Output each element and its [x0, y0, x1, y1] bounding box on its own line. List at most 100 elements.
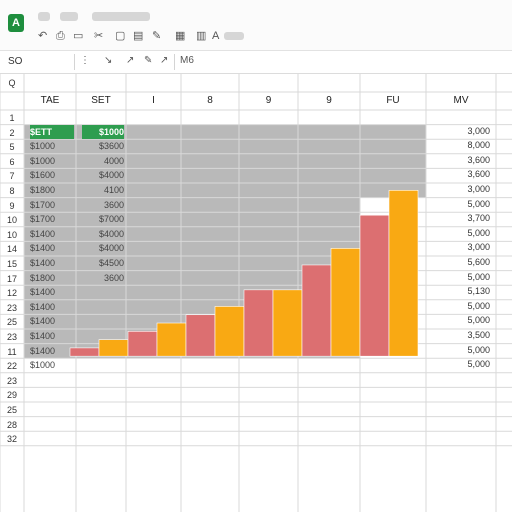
row-header[interactable]: 32: [6, 434, 17, 445]
cell[interactable]: 5,000: [467, 344, 490, 355]
cell[interactable]: $7000: [98, 214, 124, 225]
cell[interactable]: 3,600: [467, 154, 490, 165]
column-header[interactable]: 9: [326, 95, 332, 106]
cell[interactable]: $1700: [30, 214, 56, 225]
cancel-icon[interactable]: ↘: [104, 55, 113, 66]
cell[interactable]: 3,600: [467, 169, 490, 180]
cell[interactable]: 3,000: [467, 184, 490, 194]
column-header[interactable]: 9: [265, 95, 272, 106]
chevron-down-icon[interactable]: ⋮: [80, 55, 90, 66]
cell[interactable]: 5,000: [467, 271, 490, 282]
cell[interactable]: $4500: [98, 258, 124, 268]
cell[interactable]: $1600: [30, 170, 56, 181]
cell[interactable]: 5,000: [467, 198, 490, 209]
cell[interactable]: $1400: [30, 301, 56, 312]
cell[interactable]: 5,600: [467, 257, 490, 267]
cell[interactable]: $1000: [30, 141, 56, 152]
chart-icon[interactable]: ▥: [196, 30, 207, 42]
cell[interactable]: $1400: [30, 345, 56, 356]
cell[interactable]: $4000: [98, 243, 124, 254]
name-box[interactable]: SO: [8, 56, 23, 67]
row-header[interactable]: 6: [9, 156, 15, 167]
row-header[interactable]: 15: [6, 259, 17, 269]
column-header[interactable]: MV: [453, 95, 469, 106]
row-header[interactable]: 25: [6, 405, 17, 415]
row-header[interactable]: 9: [9, 200, 15, 211]
cell[interactable]: $1400: [30, 228, 56, 239]
cell[interactable]: 5,000: [467, 315, 490, 326]
cell[interactable]: 5,000: [467, 300, 490, 311]
cell[interactable]: $ETT: [30, 124, 74, 139]
cell[interactable]: $1000: [30, 155, 56, 166]
column-header[interactable]: FU: [386, 95, 400, 106]
row-header[interactable]: 8: [9, 186, 15, 196]
row-header[interactable]: 10: [6, 229, 17, 240]
column-header[interactable]: SET: [91, 95, 111, 106]
formula-icon[interactable]: ↗: [160, 55, 169, 66]
paste-icon[interactable]: ▤: [133, 30, 144, 42]
cell[interactable]: $4000: [98, 228, 124, 239]
cell[interactable]: 4000: [103, 155, 124, 166]
chart-bar: [243, 289, 274, 357]
row-header[interactable]: 1: [9, 113, 15, 123]
confirm-icon[interactable]: ↗: [126, 55, 135, 66]
row-header[interactable]: 11: [7, 346, 17, 357]
row-header[interactable]: 25: [6, 317, 17, 328]
pencil-icon[interactable]: ✎: [152, 30, 162, 42]
column-header[interactable]: TAE: [40, 95, 60, 106]
cell[interactable]: $1000: [30, 360, 56, 371]
cell[interactable]: $1400: [30, 316, 56, 327]
formula-content[interactable]: M6: [180, 55, 194, 66]
cell[interactable]: $1400: [30, 258, 56, 268]
cell[interactable]: 4100: [103, 185, 124, 195]
cell[interactable]: 3,700: [467, 213, 490, 224]
row-header[interactable]: 2: [9, 127, 15, 138]
row-header[interactable]: 28: [6, 419, 17, 430]
column-header[interactable]: I: [152, 95, 155, 106]
row-header[interactable]: 5: [9, 142, 15, 153]
divider: [174, 54, 175, 70]
cell[interactable]: 5,000: [467, 227, 490, 238]
row-header[interactable]: 22: [6, 361, 17, 372]
cell[interactable]: $1400: [30, 287, 56, 298]
sheets-app-icon[interactable]: A: [8, 14, 24, 32]
row-header[interactable]: 10: [6, 215, 17, 226]
text-icon[interactable]: A: [212, 30, 220, 42]
column-header[interactable]: 8: [207, 95, 213, 106]
cell[interactable]: 3,000: [467, 125, 490, 136]
cell[interactable]: $1800: [30, 185, 56, 195]
cell[interactable]: $1000: [82, 124, 124, 139]
cell[interactable]: 8,000: [467, 140, 490, 151]
chart-bar: [330, 248, 361, 357]
row-header[interactable]: 12: [6, 288, 17, 299]
row-header[interactable]: 23: [6, 302, 17, 313]
cell[interactable]: $1700: [30, 199, 56, 210]
cell[interactable]: 3600: [103, 199, 124, 210]
cell[interactable]: $1400: [30, 243, 56, 254]
print-icon[interactable]: ⎙: [56, 30, 65, 42]
copy-icon[interactable]: ▢: [115, 30, 126, 42]
cell[interactable]: $1400: [30, 331, 56, 341]
undo-icon[interactable]: ↶: [38, 30, 48, 42]
row-header[interactable]: 7: [9, 171, 15, 182]
menu-blur: [60, 12, 78, 21]
cell[interactable]: 3,000: [467, 242, 490, 253]
grid-icon[interactable]: ▦: [175, 30, 186, 42]
chart-bar: [185, 314, 216, 357]
row-header[interactable]: 23: [6, 332, 17, 342]
row-header[interactable]: 29: [6, 390, 17, 401]
cell[interactable]: 3600: [103, 272, 124, 283]
cell[interactable]: $4000: [98, 170, 124, 181]
cell[interactable]: $1800: [30, 272, 56, 283]
row-header[interactable]: 23: [6, 375, 17, 386]
cut-icon[interactable]: ✂: [94, 30, 104, 42]
paint-format-icon[interactable]: ▭: [73, 30, 84, 42]
row-header[interactable]: 14: [6, 244, 17, 255]
cell[interactable]: $3600: [98, 141, 124, 152]
cell[interactable]: 5,000: [467, 359, 490, 370]
cell[interactable]: 3,500: [467, 330, 490, 340]
function-icon[interactable]: ✎: [144, 55, 153, 66]
cell[interactable]: 5,130: [467, 286, 490, 297]
row-header[interactable]: 17: [6, 273, 17, 284]
